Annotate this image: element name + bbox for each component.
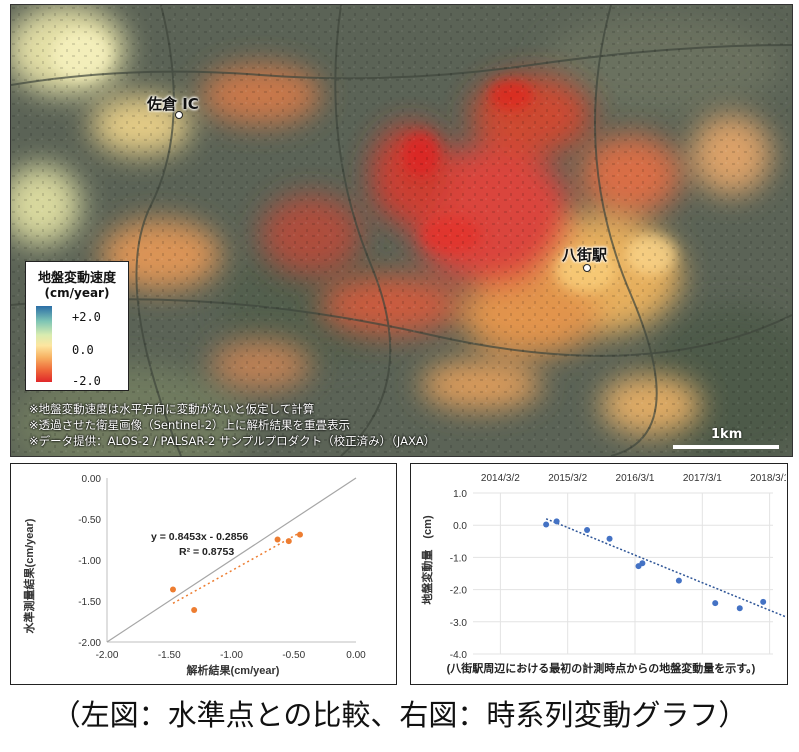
sakura-ic-marker [175, 111, 183, 119]
x-tick-label: 2017/3/1 [683, 473, 722, 484]
y-tick-label: -1.00 [78, 556, 101, 567]
y-tick-label: -1.0 [450, 553, 468, 564]
x-tick-label: -1.50 [158, 650, 181, 661]
time-series-panel: 2014/3/2 2015/3/2 2016/3/1 2017/3/1 2018/3/1… [410, 463, 799, 685]
x-tick-label: 2015/3/2 [548, 473, 587, 484]
legend-title: 地盤変動速度 [37, 271, 116, 286]
data-point [736, 605, 743, 612]
map-image [11, 5, 792, 456]
deformation-map: 佐倉 IC 八街駅 地盤変動速度 (cm/year) +2.0 0.0 -2.0… [10, 4, 793, 457]
chart-annotation: (八街駅周辺における最初の計測時点からの地盤変動量を示す。) [447, 661, 756, 675]
legend-color-bar [36, 306, 52, 382]
data-point [543, 521, 550, 528]
x-axis-label: 解析結果(cm/year) [187, 663, 280, 677]
y-axis-label: 地盤変動量 (cm) [420, 515, 434, 605]
trend-line [172, 531, 301, 604]
data-point [296, 531, 303, 538]
trend-line [545, 518, 799, 624]
y-tick-label: -3.0 [450, 618, 468, 629]
legend-min-label: -2.0 [72, 374, 101, 388]
legend-unit: (cm/year) [44, 286, 110, 300]
x-tick-label: 0.00 [346, 650, 366, 661]
legend-mid-label: 0.0 [72, 343, 94, 357]
yachimata-station-label: 八街駅 [562, 246, 608, 264]
data-point [169, 586, 176, 593]
identity-line [106, 477, 357, 643]
x-tick-label: 2018/3/1 [750, 473, 786, 484]
scale-bar [673, 445, 779, 449]
scale-label: 1km [711, 427, 743, 442]
map-note-3: ※データ提供：ALOS-2 / PALSAR-2 サンプルプロダクト（校正済み）… [29, 434, 436, 448]
y-tick-label: -0.50 [78, 515, 101, 526]
velocity-legend: 地盤変動速度 (cm/year) +2.0 0.0 -2.0 [25, 261, 129, 391]
x-tick-label: -0.50 [282, 650, 305, 661]
y-tick-label: -1.50 [78, 597, 101, 608]
y-tick-label: 1.0 [453, 489, 467, 500]
y-tick-label: -4.0 [450, 650, 468, 661]
leveling-comparison-panel: -2.00 -1.50 -1.00 -0.50 0.00 0.00 -0.50 -1.00 -… [10, 463, 397, 685]
legend-max-label: +2.0 [72, 310, 101, 324]
map-note-2: ※透過させた衛星画像（Sentinel-2）上に解析結果を重畳表示 [29, 418, 351, 432]
data-point [584, 527, 591, 534]
time-series-chart: 2014/3/2 2015/3/2 2016/3/1 2017/3/1 2018/3/1… [420, 473, 799, 675]
figure-caption: （左図：水準点との比較、右図：時系列変動グラフ） [51, 698, 748, 732]
x-tick-label: -1.00 [220, 650, 243, 661]
yachimata-station-marker [583, 264, 591, 272]
sakura-ic-label: 佐倉 IC [147, 95, 199, 113]
x-tick-label: -2.00 [96, 650, 119, 661]
data-point [553, 518, 560, 525]
r-squared: R² = 0.8753 [179, 546, 234, 558]
data-point [606, 535, 613, 542]
regression-equation: y = 0.8453x - 0.2856 [151, 531, 248, 543]
leveling-comparison-chart: -2.00 -1.50 -1.00 -0.50 0.00 0.00 -0.50 -1.00 -… [22, 474, 366, 677]
data-point [675, 577, 682, 584]
data-point [285, 538, 292, 545]
data-point [760, 598, 767, 605]
y-tick-label: -2.0 [450, 586, 468, 597]
y-tick-label: 0.0 [453, 521, 467, 532]
data-point [191, 607, 198, 614]
data-point [639, 560, 646, 567]
y-tick-label: 0.00 [82, 474, 102, 485]
x-tick-label: 2016/3/1 [616, 473, 655, 484]
data-point [274, 536, 281, 543]
y-tick-label: -2.00 [78, 638, 101, 649]
map-note-1: ※地盤変動速度は水平方向に変動がないと仮定して計算 [29, 402, 315, 416]
x-tick-label: 2014/3/2 [481, 473, 520, 484]
data-point [712, 600, 719, 607]
y-axis-label: 水準測量結果(cm/year) [22, 518, 36, 633]
